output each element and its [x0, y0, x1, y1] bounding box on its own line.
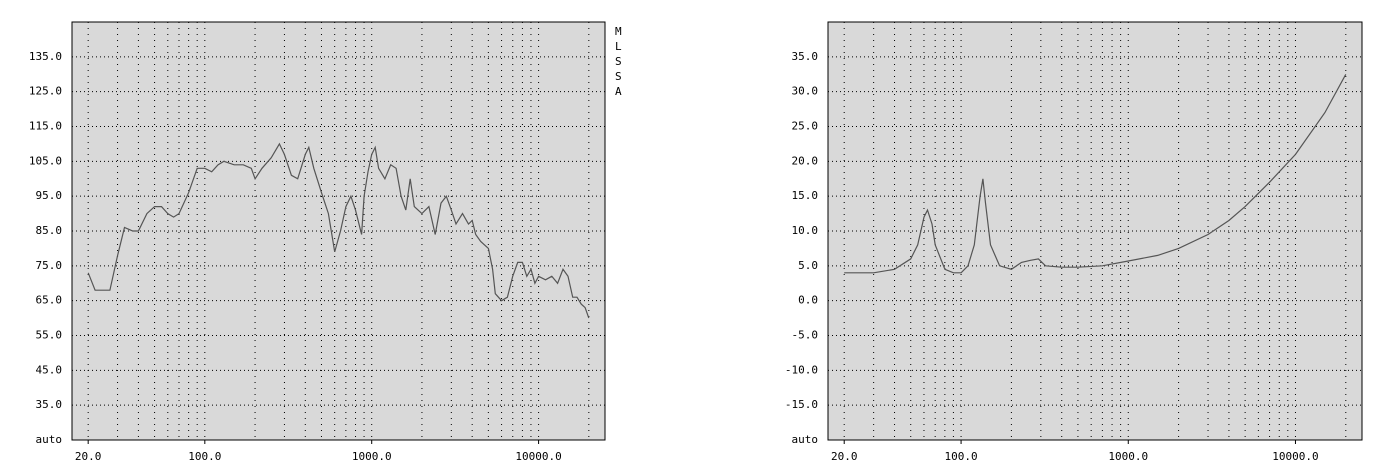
y-tick-label: 15.0: [792, 189, 819, 202]
y-tick-label: 35.0: [36, 398, 63, 411]
x-tick-label: 1000.0: [1108, 450, 1148, 463]
y-tick-label: 0.0: [798, 294, 818, 307]
y-tick-label: 20.0: [792, 154, 819, 167]
y-tick-label: 105.0: [29, 154, 62, 167]
plot-area: [71, 21, 606, 441]
y-tick-label: 125.0: [29, 85, 62, 98]
x-tick-label: 10000.0: [1272, 450, 1318, 463]
x-tick-label: 20.0: [831, 450, 858, 463]
y-tick-label: 95.0: [36, 189, 63, 202]
data-line: [844, 74, 1347, 274]
y-tick-label: auto: [792, 433, 819, 446]
data-line: [87, 142, 590, 319]
y-tick-label: -10.0: [785, 363, 818, 376]
y-tick-label: 115.0: [29, 120, 62, 133]
y-tick-label: -5.0: [792, 329, 819, 342]
x-tick-label: 100.0: [945, 450, 978, 463]
y-tick-label: 85.0: [36, 224, 63, 237]
y-tick-label: 10.0: [792, 224, 819, 237]
x-tick-label: 10000.0: [515, 450, 561, 463]
x-tick-label: 20.0: [75, 450, 102, 463]
x-tick-label: 1000.0: [352, 450, 392, 463]
y-tick-label: 65.0: [36, 294, 63, 307]
y-tick-label: 55.0: [36, 329, 63, 342]
y-tick-label: 30.0: [792, 85, 819, 98]
y-tick-label: 135.0: [29, 50, 62, 63]
y-tick-label: 5.0: [798, 259, 818, 272]
y-tick-label: auto: [36, 433, 63, 446]
y-tick-label: -15.0: [785, 398, 818, 411]
y-tick-label: 35.0: [792, 50, 819, 63]
y-tick-label: 75.0: [36, 259, 63, 272]
y-tick-label: 25.0: [792, 120, 819, 133]
x-tick-label: 100.0: [188, 450, 221, 463]
y-tick-label: 45.0: [36, 363, 63, 376]
